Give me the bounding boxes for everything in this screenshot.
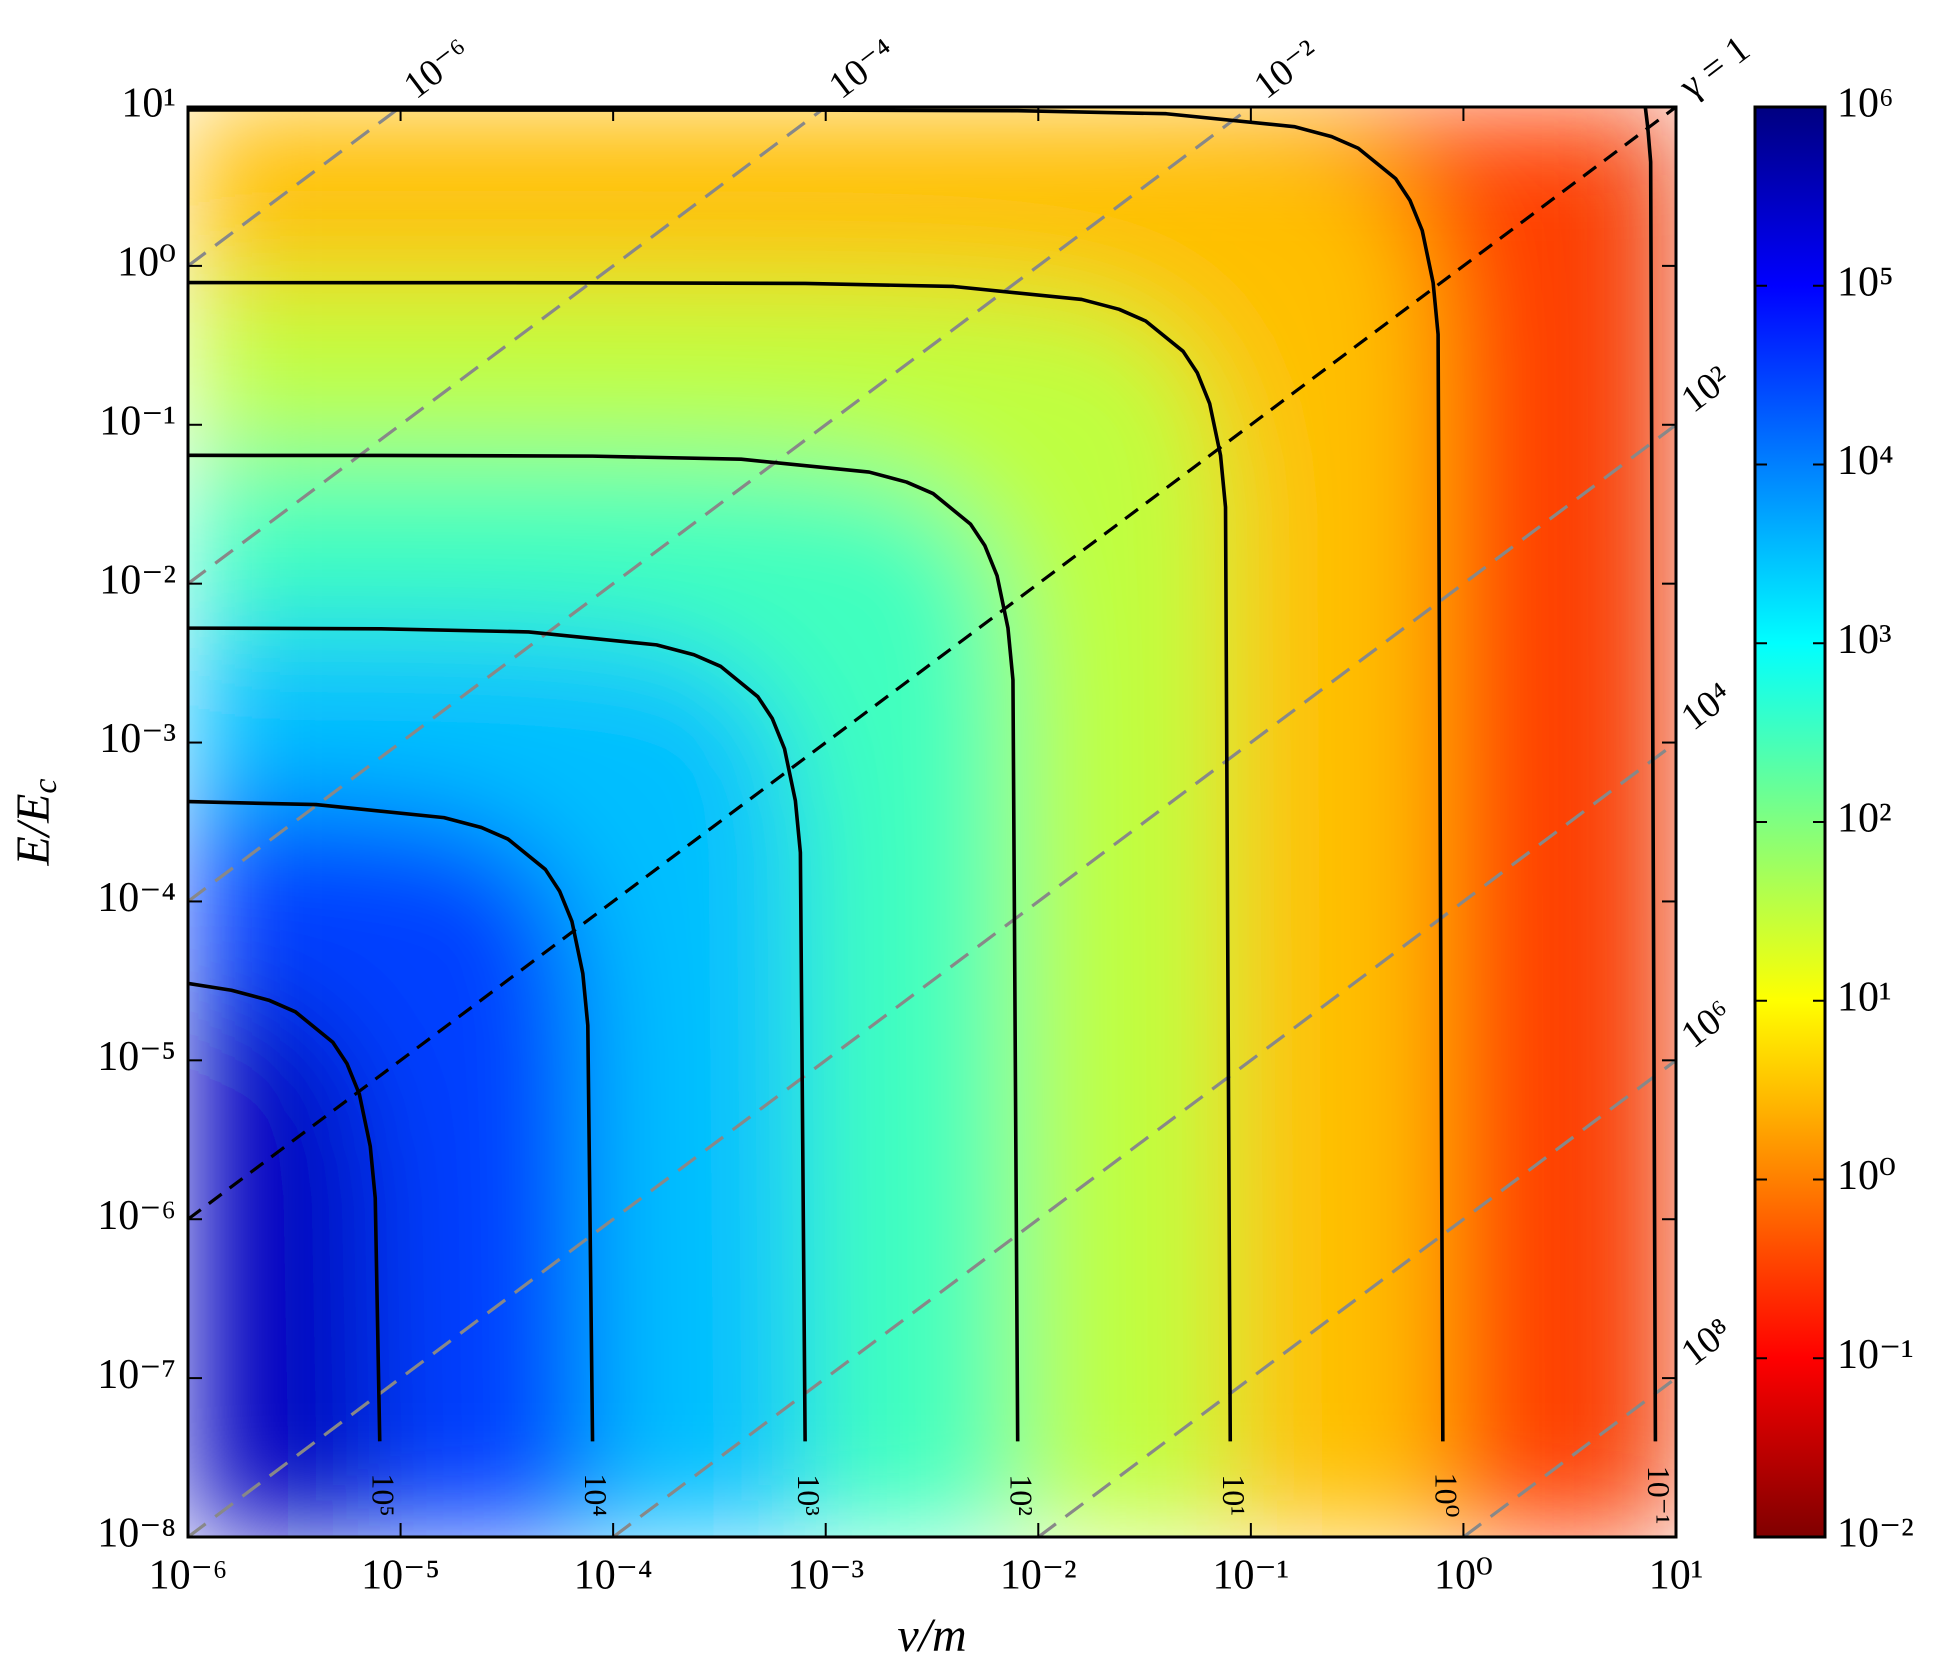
level-region [188,983,380,1537]
guide-line [1037,1059,1676,1537]
colorbar-tick-label: 10² [1837,796,1892,842]
plot-lines [188,107,1676,1537]
y-tick-label: 10⁻⁸ [97,1511,176,1557]
guide-label: γ = 1 [1671,28,1758,108]
x-tick-label: 10⁻⁶ [149,1553,228,1599]
guide-label: 10⁶ [1673,992,1739,1056]
plot-frame [186,105,1678,1539]
x-axis-label: ν/m [897,1609,966,1662]
contour-label: 10³ [791,1474,827,1516]
colorbar-tick-label: 10³ [1837,617,1892,663]
x-tick-label: 10⁻³ [787,1553,864,1599]
x-tick-label: 10⁻⁴ [574,1553,653,1599]
contour-line [188,280,1233,1442]
guide-label: 10⁻⁶ [396,31,478,107]
contour-line [188,626,807,1442]
guide-line [1462,1376,1676,1537]
colorbar-tick-label: 10⁰ [1837,1153,1896,1199]
contour-label: 10⁻¹ [1641,1466,1677,1524]
x-tick-label: 10⁻⁵ [361,1553,440,1599]
x-tick-label: 10⁰ [1434,1553,1493,1599]
y-tick-label: 10¹ [121,81,176,127]
colorbar-tick-label: 10¹ [1837,974,1892,1020]
guide-line [188,107,827,585]
guide-label: 10⁻² [1246,32,1327,107]
colorbar-tick-label: 10⁻² [1837,1511,1914,1557]
x-tick-label: 10⁻² [1000,1553,1077,1599]
color-field [188,107,1676,1537]
contour-line [188,981,382,1442]
colorbar-tick-label: 10⁶ [1837,81,1894,127]
y-tick-label: 10⁻⁷ [97,1352,176,1398]
y-tick-label: 10⁰ [117,240,176,286]
contour-line [1643,107,1658,1442]
contour-label: 10² [1003,1474,1039,1516]
contour-label: 10⁰ [1428,1473,1464,1518]
y-axis-label: E/Ec [7,778,64,866]
y-tick-label: 10⁻⁶ [97,1193,176,1239]
colorbar-tick-label: 10⁵ [1837,259,1894,305]
colorbar-tick-label: 10⁴ [1837,438,1894,484]
y-axis-label-text: E/E [7,794,60,867]
y-tick-label: 10⁻⁵ [97,1034,176,1080]
contour-label: 10⁴ [578,1473,614,1516]
contour-line [188,453,1020,1442]
x-tick-label: 10⁻¹ [1212,1553,1289,1599]
guide-line [188,107,402,268]
contour-label: 10¹ [1216,1474,1252,1516]
y-tick-label: 10⁻³ [99,716,176,762]
color-field-smooth [188,107,1676,1537]
contour-line [188,799,595,1442]
guide-label: 10⁻⁴ [821,31,903,107]
contour-line [188,108,1445,1442]
y-tick-label: 10⁻¹ [99,398,176,444]
guide-label: 10⁸ [1673,1310,1739,1374]
guide-line [188,107,1252,903]
guide-label: 10⁴ [1673,674,1739,738]
guide-line [188,107,1676,1221]
guide-label: 10² [1673,358,1738,421]
contour-label: 10⁵ [365,1473,401,1516]
guide-line [612,741,1676,1537]
guide-line [188,423,1676,1537]
y-tick-label: 10⁻⁴ [97,875,176,921]
y-axis-label-subscript: c [27,778,64,793]
y-tick-label: 10⁻² [99,557,176,603]
x-tick-label: 10¹ [1649,1553,1704,1599]
colorbar-tick-label: 10⁻¹ [1837,1332,1914,1378]
